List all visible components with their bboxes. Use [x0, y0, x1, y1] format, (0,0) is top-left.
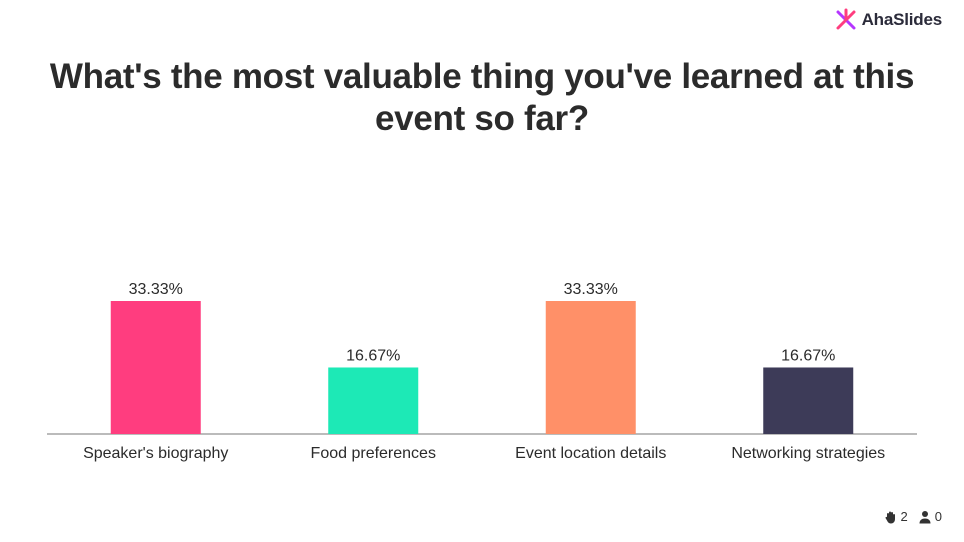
bar-3: [763, 367, 854, 434]
person-icon: [919, 510, 931, 523]
category-label-1: Food preferences: [311, 445, 436, 462]
footer-stats: 2 0: [884, 509, 942, 524]
value-label-0: 33.33%: [129, 281, 183, 298]
bar-0: [110, 301, 201, 434]
category-label-3: Networking strategies: [731, 445, 885, 462]
category-label-0: Speaker's biography: [83, 445, 228, 462]
bar-1: [328, 367, 419, 434]
ahaslides-logo-icon: [836, 8, 856, 30]
question-title: What's the most valuable thing you've le…: [49, 57, 915, 138]
reactions-count: 2: [884, 509, 908, 524]
value-label-2: 33.33%: [564, 281, 618, 298]
value-label-3: 16.67%: [781, 347, 835, 364]
category-label-2: Event location details: [515, 445, 666, 462]
participants-count: 0: [918, 509, 942, 524]
raised-hand-icon: [885, 511, 895, 523]
brand-name: AhaSlides: [861, 10, 943, 29]
brand-logo: AhaSlides: [834, 8, 942, 32]
value-label-1: 16.67%: [346, 347, 400, 364]
bar-2: [545, 301, 636, 434]
